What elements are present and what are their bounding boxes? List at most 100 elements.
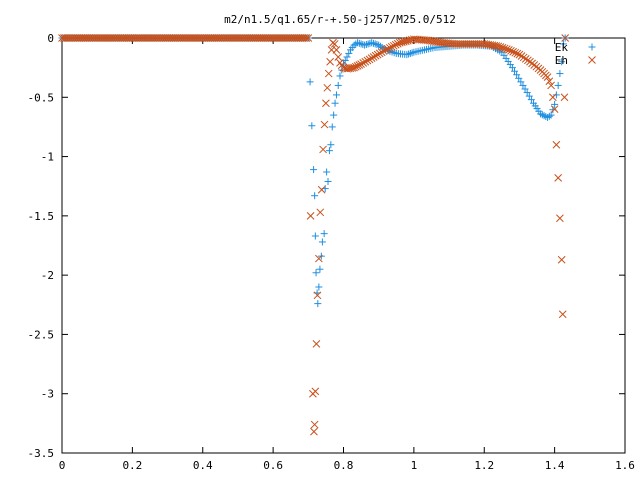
data-point: [323, 168, 331, 176]
data-point: [328, 123, 336, 131]
data-point: [243, 34, 252, 42]
data-point: [69, 34, 78, 42]
data-point: [325, 147, 333, 155]
data-point: [155, 34, 164, 42]
data-point: [281, 34, 289, 42]
data-point: [357, 60, 365, 68]
data-point: [208, 34, 217, 42]
data-point: [513, 49, 522, 58]
data-point: [222, 34, 231, 42]
data-point: [89, 34, 98, 42]
data-point: [110, 34, 119, 42]
data-point: [550, 105, 559, 113]
data-point: [368, 39, 376, 47]
data-point: [183, 34, 191, 42]
data-point: [236, 34, 244, 42]
data-point: [62, 34, 70, 42]
data-point: [277, 34, 285, 42]
data-point: [330, 40, 339, 48]
data-point: [543, 73, 552, 81]
data-point: [354, 39, 362, 47]
data-point: [271, 34, 279, 42]
data-point: [547, 81, 555, 90]
data-point: [552, 140, 561, 149]
data-point: [120, 34, 129, 42]
data-point: [241, 34, 250, 42]
data-point: [494, 42, 503, 51]
data-point: [330, 111, 338, 119]
data-point: [181, 34, 190, 42]
data-point: [169, 34, 178, 42]
data-point: [540, 112, 548, 120]
data-point: [161, 34, 170, 42]
data-point: [114, 34, 123, 42]
data-point: [107, 34, 115, 42]
data-point: [79, 34, 88, 42]
data-point: [151, 34, 160, 42]
data-point: [324, 69, 333, 78]
data-point: [552, 91, 560, 99]
data-point: [549, 93, 557, 102]
data-point: [332, 46, 341, 54]
data-point: [194, 34, 203, 42]
data-point: [122, 34, 131, 42]
data-point: [312, 340, 321, 348]
data-point: [275, 34, 283, 42]
data-point: [327, 141, 335, 149]
data-point: [196, 34, 205, 42]
data-point: [408, 49, 416, 57]
data-point: [556, 214, 564, 223]
data-point: [334, 53, 343, 61]
data-point: [509, 47, 517, 56]
data-point: [311, 192, 319, 200]
data-point: [87, 34, 96, 42]
series-ek: [58, 34, 569, 308]
data-point: [523, 89, 531, 97]
x-tick-label: 1.6: [615, 459, 635, 472]
data-point: [267, 34, 276, 42]
data-point: [198, 34, 207, 42]
data-point: [383, 44, 392, 53]
data-point: [517, 78, 525, 86]
data-point: [393, 39, 402, 48]
data-point: [379, 47, 388, 55]
data-point: [95, 34, 103, 42]
data-point: [377, 48, 386, 57]
data-point: [314, 300, 322, 308]
data-point: [130, 34, 139, 42]
data-point: [159, 34, 168, 42]
data-point: [73, 34, 82, 42]
data-point: [206, 34, 215, 42]
data-point: [361, 57, 370, 66]
y-tick-label: -0.5: [28, 91, 55, 104]
data-point: [308, 122, 316, 130]
data-point: [544, 113, 552, 121]
data-point: [364, 40, 372, 48]
data-point: [282, 34, 291, 42]
x-tick-label: 1.2: [474, 459, 494, 472]
data-point: [218, 34, 227, 42]
data-point: [179, 34, 188, 42]
data-point: [71, 34, 80, 42]
data-point: [537, 110, 545, 118]
data-point: [67, 34, 76, 42]
data-point: [58, 34, 66, 42]
legend-label-eh: Eh: [555, 54, 568, 67]
data-point: [77, 34, 86, 42]
y-tick-label: -3: [41, 388, 54, 401]
data-point: [83, 34, 92, 42]
data-point: [191, 34, 199, 42]
y-tick-label: -2.5: [28, 328, 55, 341]
data-point: [375, 41, 383, 49]
data-point: [99, 34, 107, 42]
data-point: [150, 34, 158, 42]
data-point: [558, 310, 567, 319]
data-point: [101, 34, 109, 42]
data-point: [310, 166, 318, 174]
data-point: [237, 34, 246, 42]
data-point: [326, 57, 334, 66]
y-tick-label: -3.5: [28, 447, 55, 460]
data-point: [292, 34, 301, 42]
data-point: [93, 34, 102, 42]
data-point: [171, 34, 180, 42]
